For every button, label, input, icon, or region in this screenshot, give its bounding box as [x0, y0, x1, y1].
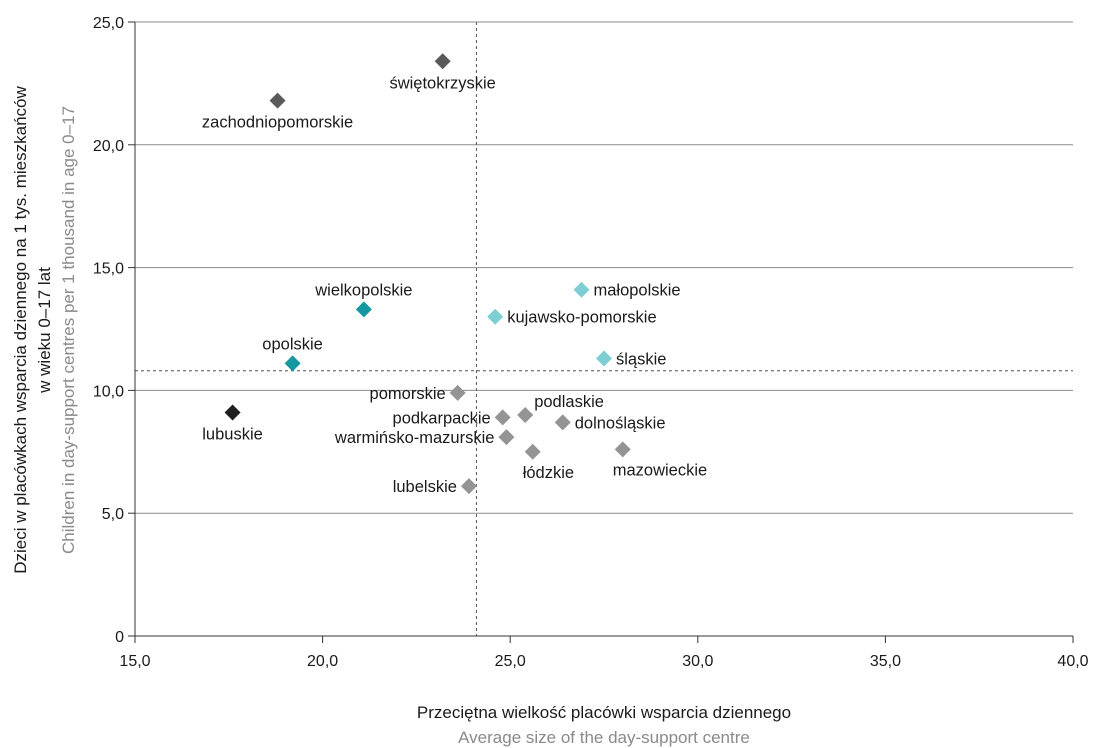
point-label: lubelskie — [393, 478, 457, 496]
data-point — [498, 429, 515, 446]
data-point — [554, 414, 571, 431]
x-tick-label: 15,0 — [119, 653, 150, 670]
point-label: podkarpackie — [393, 409, 491, 427]
y-tick-label: 10,0 — [93, 383, 124, 400]
point-label: podlaskie — [534, 393, 604, 411]
x-tick-label: 30,0 — [682, 653, 713, 670]
grid-lines — [135, 21, 1073, 514]
y-tick-label: 0 — [115, 629, 124, 646]
data-point — [269, 92, 286, 109]
y-axis-title-line1: Dzieci w placówkach wsparcia dziennego n… — [11, 86, 30, 574]
data-point — [573, 281, 590, 298]
point-label: śląskie — [616, 350, 666, 368]
point-label: łódzkie — [523, 464, 574, 482]
data-point — [596, 350, 612, 367]
y-tick-label: 5,0 — [102, 506, 124, 523]
x-axis-title-en: Average size of the day-support centre — [458, 728, 750, 747]
x-tick-label: 35,0 — [870, 653, 901, 670]
data-point — [355, 301, 372, 318]
x-axis-title: Przeciętna wielkość placówki wsparcia dz… — [417, 703, 791, 722]
data-point — [614, 441, 631, 458]
point-label: małopolskie — [593, 282, 680, 300]
point-label: opolskie — [262, 335, 323, 353]
point-label: świętokrzyskie — [389, 74, 495, 92]
y-tick-label: 20,0 — [93, 138, 124, 155]
point-label: dolnośląskie — [575, 414, 666, 432]
x-tick-label: 20,0 — [307, 653, 338, 670]
axes — [128, 21, 1074, 643]
data-point — [524, 443, 541, 460]
data-point — [449, 384, 466, 401]
y-tick-label: 15,0 — [93, 261, 124, 278]
point-label: kujawsko-pomorskie — [507, 309, 656, 327]
data-point — [434, 53, 451, 70]
point-label: pomorskie — [370, 385, 446, 403]
point-label: mazowieckie — [613, 461, 707, 479]
data-points — [224, 53, 631, 495]
y-axis-title-line2: w wieku 0–17 lat — [35, 267, 54, 394]
x-tick-label: 40,0 — [1057, 653, 1088, 670]
point-label: zachodniopomorskie — [202, 114, 353, 132]
point-label: lubuskie — [202, 426, 263, 444]
y-axis-title-en: Children in day-support centres per 1 th… — [59, 106, 78, 554]
data-point — [517, 406, 534, 423]
data-point — [487, 308, 504, 325]
data-point — [494, 409, 511, 426]
data-point — [224, 404, 241, 421]
data-point — [460, 478, 477, 495]
point-labels: świętokrzyskie zachodniopomorskie wielkopo… — [202, 74, 707, 496]
x-tick-label: 25,0 — [495, 653, 526, 670]
reference-lines — [135, 22, 1073, 636]
tick-labels: 0 5,0 10,0 15,0 20,0 25,0 15,0 20,0 25,0 30,0 35,0… — [93, 15, 1089, 670]
data-point — [284, 355, 301, 372]
point-label: warmińsko-mazurskie — [334, 429, 495, 447]
point-label: wielkopolskie — [314, 281, 412, 299]
y-tick-label: 25,0 — [93, 15, 124, 32]
